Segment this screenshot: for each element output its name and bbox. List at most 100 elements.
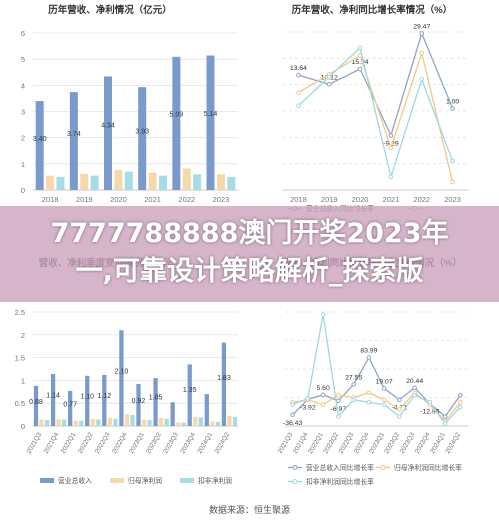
- x-tick-label: 2020: [110, 195, 127, 204]
- data-label: 3.40: [33, 136, 47, 143]
- legend-label: 扣非净利润同比增长率: [306, 477, 374, 486]
- data-label: 1.35: [183, 387, 197, 394]
- bar-s0-2023Q1: [136, 384, 141, 426]
- watermark-banner: [0, 206, 499, 302]
- data-point-s1: [388, 145, 394, 151]
- data-label: 83.99: [360, 348, 377, 355]
- y-tick-label: 1.5: [15, 354, 25, 363]
- x-tick-label: 2023Q1: [128, 431, 146, 455]
- data-point-s2: [419, 77, 425, 82]
- data-point-s1: [381, 397, 387, 403]
- data-label: 1.12: [98, 393, 112, 400]
- x-tick-label: 2021Q4: [43, 431, 61, 455]
- data-label: 5.60: [317, 385, 330, 392]
- data-point-s2: [305, 396, 311, 401]
- data-point-s0: [458, 392, 463, 398]
- bar-s1-2019: [80, 173, 89, 190]
- bar-s1-2023Q3: [176, 422, 181, 426]
- data-point-s0: [336, 398, 341, 404]
- bar-s1-2023: [216, 174, 225, 190]
- data-point-s0: [326, 82, 332, 87]
- bar-s2-2021Q4: [62, 419, 67, 426]
- data-label: -9.29: [383, 140, 399, 147]
- y-tick-label: 5: [21, 55, 25, 64]
- bar-s1-2023Q2: [158, 417, 164, 426]
- data-point-s1: [458, 399, 463, 405]
- bar-s1-2021Q3: [39, 419, 44, 426]
- x-tick-label: 2018: [290, 195, 307, 204]
- data-point-s2: [442, 421, 448, 426]
- data-label: 1.05: [149, 395, 163, 402]
- bar-s2-2022Q1: [79, 420, 84, 426]
- bar-s2-2022Q3: [113, 418, 118, 426]
- legend-swatch-marker: [380, 465, 386, 470]
- data-label: 5.14: [204, 111, 218, 118]
- bar-s2-2021: [158, 175, 167, 190]
- y-tick-label: 4: [21, 81, 25, 90]
- y-tick-label: 2: [21, 134, 25, 143]
- data-point-s2: [412, 392, 417, 398]
- data-point-s2: [458, 404, 463, 410]
- data-point-s0: [351, 382, 356, 387]
- data-label: 27.55: [345, 374, 362, 381]
- bar-s0-2023: [206, 55, 215, 191]
- bar-s0-2018: [35, 101, 44, 190]
- bar-s0-2022: [172, 56, 181, 190]
- data-label: 0.92: [132, 398, 146, 405]
- data-point-s2: [326, 74, 332, 80]
- y-tick-label: 0: [21, 422, 25, 431]
- bar-s2-2023Q1: [147, 420, 152, 426]
- data-point-s0: [357, 66, 363, 72]
- bar-s1-2022Q1: [73, 420, 78, 426]
- data-point-s2: [336, 414, 341, 419]
- legend-label: 扣非净利润: [198, 476, 232, 485]
- y-tick-label: 0: [21, 186, 25, 195]
- data-point-s1: [296, 90, 301, 95]
- x-tick-label: 2022: [178, 195, 195, 204]
- bar-s1-2022Q3: [107, 417, 113, 426]
- bar-s0-2021Q3: [33, 385, 39, 426]
- bar-s1-2022: [182, 168, 191, 190]
- bar-s2-2024Q1: [215, 421, 221, 426]
- bar-s0-2021Q4: [50, 374, 56, 426]
- x-tick-label: 2024Q2: [444, 431, 462, 455]
- data-point-s0: [450, 106, 455, 111]
- y-tick-label: 2: [21, 331, 25, 340]
- x-tick-label: 2023Q4: [179, 431, 197, 455]
- data-label: 1.14: [46, 392, 60, 399]
- bar-s2-2022: [193, 174, 202, 190]
- x-tick-label: 2021: [144, 195, 161, 204]
- x-tick-label: 2023: [213, 195, 230, 204]
- data-point-s2: [427, 399, 433, 405]
- data-point-s2: [320, 312, 326, 317]
- data-point-s0: [381, 386, 387, 391]
- bar-s2-2023Q3: [181, 422, 186, 426]
- bar-s0-2022Q4: [119, 330, 124, 426]
- data-point-s0: [290, 412, 295, 418]
- watermark-line-2: 一,可靠设计策略解析_探索版: [75, 256, 424, 287]
- data-point-s2: [351, 397, 356, 403]
- watermark-line-1: 7777788888澳门开奖2023年: [50, 218, 449, 249]
- bar-s0-2023Q4: [187, 364, 192, 426]
- data-label: -3.92: [300, 404, 316, 411]
- bar-s1-2023Q4: [193, 416, 198, 426]
- bar-s1-2024Q1: [210, 421, 215, 426]
- data-label: 3.93: [135, 128, 149, 135]
- y-tick-label: 0.5: [15, 399, 25, 408]
- data-point-s2: [388, 174, 394, 180]
- legend-swatch-marker: [292, 465, 298, 470]
- data-point-s1: [450, 179, 455, 185]
- data-label: 4.34: [101, 123, 115, 130]
- bar-s2-2023: [227, 176, 236, 190]
- data-label: 1.00: [446, 98, 459, 105]
- data-point-s0: [296, 72, 301, 78]
- data-point-s1: [320, 402, 326, 407]
- bar-s0-2021: [138, 87, 147, 190]
- y-tick-label: 1: [21, 160, 25, 169]
- bar-s0-2023Q2: [153, 378, 158, 426]
- y-tick-label: 1: [21, 376, 25, 385]
- data-label: 29.47: [413, 23, 430, 30]
- watermark-text: 7777788888澳门开奖2023年 一,可靠设计策略解析_探索版: [0, 215, 499, 291]
- data-label: 0.77: [63, 402, 77, 409]
- data-label: 15.94: [352, 59, 369, 66]
